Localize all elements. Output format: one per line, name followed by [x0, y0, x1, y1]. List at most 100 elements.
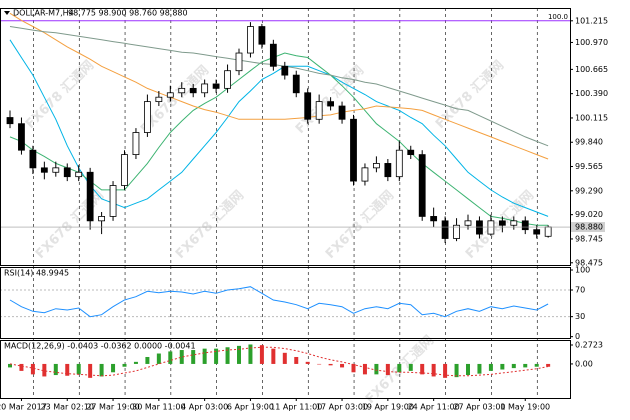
plot-area	[0, 8, 570, 398]
candle-body	[98, 216, 105, 222]
y-tick-label: 98.475	[575, 258, 603, 267]
candle-body	[224, 70, 231, 89]
macd-bar	[76, 363, 81, 375]
macd-bar	[214, 348, 219, 364]
y-tick-label: 70	[575, 286, 585, 295]
macd-bar	[168, 351, 173, 364]
candle-body	[212, 83, 220, 89]
candle-body	[418, 154, 426, 217]
candle-body	[510, 220, 518, 226]
chart-title: DOLLAR-M7,H4	[13, 9, 74, 18]
macd-title: MACD(12,26,9) -0.0403 -0.0362 0.0000 -0.…	[4, 342, 196, 351]
candle-body	[109, 185, 117, 217]
candle-body	[86, 171, 94, 222]
candle-body	[544, 226, 552, 237]
main-panel-frame	[0, 8, 571, 266]
y-tick-label: 30	[575, 312, 585, 321]
candle-body	[247, 26, 254, 54]
macd-bar	[431, 363, 436, 377]
candle-body	[52, 167, 60, 173]
macd-bar	[477, 363, 482, 374]
macd-bar	[546, 363, 551, 367]
x-tick-label: 27 Apr 03:00	[453, 403, 505, 412]
macd-bar	[202, 348, 207, 364]
candle-body	[235, 52, 243, 72]
moving-average	[9, 39, 549, 217]
candle-body	[304, 92, 312, 120]
moving-average	[9, 12, 549, 160]
moving-average	[9, 52, 549, 226]
macd-bar	[488, 363, 493, 371]
candle-body	[407, 149, 415, 156]
macd-bar	[145, 356, 150, 364]
candle-body	[487, 220, 495, 235]
macd-bar	[111, 363, 116, 373]
rsi-line	[9, 286, 549, 318]
y-tick-label: 98.745	[575, 234, 603, 243]
candle-body	[315, 101, 323, 120]
macd-bar	[248, 344, 253, 364]
candle-body	[189, 87, 197, 94]
y-tick-label: 99.020	[575, 210, 603, 219]
y-tick-label: 99.840	[575, 138, 603, 147]
candle-body	[441, 220, 449, 239]
candle-body	[372, 163, 380, 169]
macd-bar	[408, 363, 413, 371]
candle-body	[327, 101, 335, 107]
x-tick-label: 24 Apr 11:00	[408, 403, 460, 412]
candle-body	[269, 43, 277, 67]
candle-body	[29, 149, 37, 169]
candle-body	[281, 65, 289, 76]
candle-body	[18, 123, 25, 151]
macd-bar	[328, 363, 333, 366]
macd-bar	[237, 345, 241, 364]
y-tick-label: 99.565	[575, 162, 603, 171]
macd-bar	[42, 363, 47, 377]
rsi-panel-frame	[0, 267, 571, 339]
macd-bar	[53, 363, 58, 376]
current-price-label: 98.880	[575, 223, 603, 232]
x-tick-label: 11 Apr 11:00	[270, 403, 322, 412]
candle-body	[361, 167, 369, 182]
candle-body	[292, 74, 300, 94]
macd-bar	[8, 363, 12, 368]
candle-body	[533, 229, 541, 235]
candle-body	[6, 117, 14, 125]
macd-bar	[65, 363, 70, 376]
candle-body	[155, 96, 163, 103]
y-tick-label: 0.2723	[575, 341, 603, 350]
macd-bar	[225, 347, 230, 364]
macd-bar	[534, 363, 539, 367]
macd-panel-frame	[0, 340, 571, 399]
candle-body	[476, 220, 483, 235]
macd-bar	[500, 363, 505, 370]
y-tick-label: 100.115	[575, 113, 608, 122]
y-tick-label: 101.215	[575, 16, 608, 25]
ohlc-header: 98.775 98.900 98.760 98.880	[68, 9, 188, 18]
macd-bar	[259, 345, 264, 364]
x-tick-label: 19 Apr 19:00	[362, 403, 414, 412]
candle-body	[338, 105, 346, 120]
candle-body	[258, 26, 266, 45]
macd-bar	[454, 363, 459, 378]
macd-bar	[317, 363, 322, 365]
signal-line	[9, 346, 549, 377]
y-tick-label: 99.290	[575, 186, 603, 195]
candle-body	[132, 132, 140, 156]
candle-body	[143, 101, 151, 133]
candle-body	[521, 220, 529, 231]
macd-bar	[443, 363, 448, 378]
candle-body	[201, 83, 209, 94]
x-tick-label: 17 Apr 03:00	[316, 403, 368, 412]
macd-bar	[133, 361, 138, 364]
macd-bar	[156, 353, 161, 364]
macd-bar	[30, 363, 35, 375]
candle-body	[63, 167, 71, 178]
level-label: 100.0	[548, 13, 568, 21]
candle-body	[498, 220, 506, 226]
y-tick-label: 100.970	[575, 38, 608, 47]
macd-bar	[340, 363, 345, 368]
moving-average	[9, 26, 549, 147]
